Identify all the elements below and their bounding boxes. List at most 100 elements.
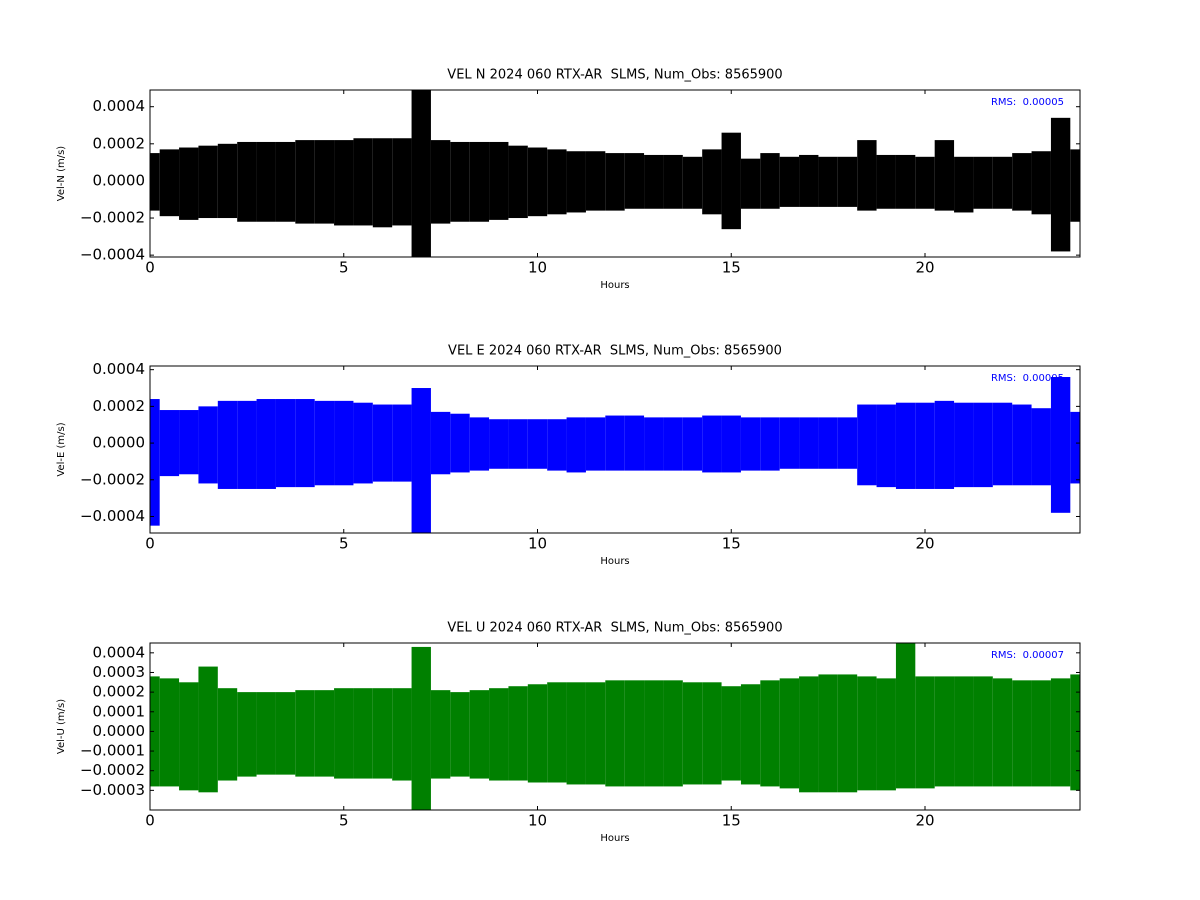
range-bar [973,676,993,787]
chart-title: VEL E 2024 060 RTX-AR SLMS, Num_Obs: 856… [448,344,782,359]
range-bar [353,402,373,484]
range-bar [760,680,780,787]
rms-annotation: RMS: 0.00005 [991,373,1064,384]
y-tick-label: 0.0004 [93,97,146,115]
range-bar [150,676,160,787]
range-bar [392,688,412,781]
range-bar [430,690,451,779]
range-bar [159,410,180,477]
range-bar [605,680,625,787]
range-bar [740,417,761,471]
range-bar [256,399,276,489]
range-bar [527,147,548,217]
range-bar [411,90,431,257]
range-bar [818,156,838,207]
range-bar [179,410,199,475]
x-tick-label: 15 [722,535,741,553]
range-bar [1012,680,1032,787]
range-bar [392,404,412,482]
range-bar [150,153,160,211]
x-tick-label: 5 [339,812,349,830]
y-tick-label: −0.0004 [80,507,145,525]
range-bar [954,676,974,787]
range-bar [411,646,431,810]
y-tick-label: 0.0000 [93,434,146,452]
plot-area [150,377,1080,533]
y-tick-label: 0.0004 [93,643,146,661]
range-bar [934,676,955,787]
range-bar [217,688,238,781]
range-bar [1012,404,1032,486]
x-tick-label: 10 [528,535,547,553]
range-bar [973,402,993,488]
range-bar [644,417,664,471]
range-bar [372,688,393,779]
range-bar [1031,408,1051,486]
range-bar [256,692,276,775]
range-bar [585,682,606,785]
x-tick-label: 5 [339,259,349,277]
range-bar [314,140,335,224]
range-bar [547,419,567,471]
range-bar [1031,151,1051,215]
range-bar [702,682,722,785]
range-bar [314,690,335,777]
x-tick-label: 20 [915,259,934,277]
x-tick-label: 20 [915,812,934,830]
chart-title: VEL U 2024 060 RTX-AR SLMS, Num_Obs: 856… [447,621,782,636]
range-bar [430,411,451,475]
range-bar [353,688,373,779]
range-bar [605,415,625,471]
y-tick-label: 0.0004 [93,360,146,378]
range-bar [585,417,606,471]
y-tick-label: −0.0002 [80,209,145,227]
range-bar [644,680,664,787]
x-tick-label: 10 [528,812,547,830]
range-bar [992,156,1013,209]
range-bar [837,417,858,469]
range-bar [721,686,741,781]
range-bar [334,140,354,226]
range-bar [876,678,896,791]
range-bar [915,402,935,489]
range-bar [198,145,218,219]
range-bar [876,404,896,488]
x-tick-label: 0 [145,535,155,553]
range-bar [547,149,567,215]
range-bar [818,674,838,793]
range-bar [217,143,238,219]
range-bar [237,692,257,777]
y-tick-label: 0.0000 [93,722,146,740]
range-bar [237,141,257,222]
range-bar [334,400,354,486]
range-bar [179,147,199,220]
x-tick-label: 5 [339,535,349,553]
range-bar [973,156,993,209]
range-bar [489,141,509,220]
range-bar [450,413,470,473]
y-tick-label: 0.0002 [93,397,146,415]
range-bar [1050,377,1071,513]
x-tick-label: 15 [722,812,741,830]
range-bar [721,415,741,473]
range-bar [353,138,373,226]
range-bar [469,417,490,471]
range-bar [605,153,625,211]
y-tick-label: 0.0000 [93,171,146,189]
range-bar [275,692,296,775]
range-bar [392,138,412,226]
range-bar [159,149,180,217]
range-bar [314,400,335,486]
range-bar [624,680,645,787]
range-bar [624,153,645,209]
range-bar [895,154,916,209]
range-bar [237,400,257,489]
range-bar [779,156,800,207]
range-bar [992,678,1013,787]
range-bar [895,643,916,789]
y-tick-label: −0.0002 [80,761,145,779]
range-bar [663,154,683,209]
range-bar [779,678,800,789]
range-bar [295,399,315,488]
